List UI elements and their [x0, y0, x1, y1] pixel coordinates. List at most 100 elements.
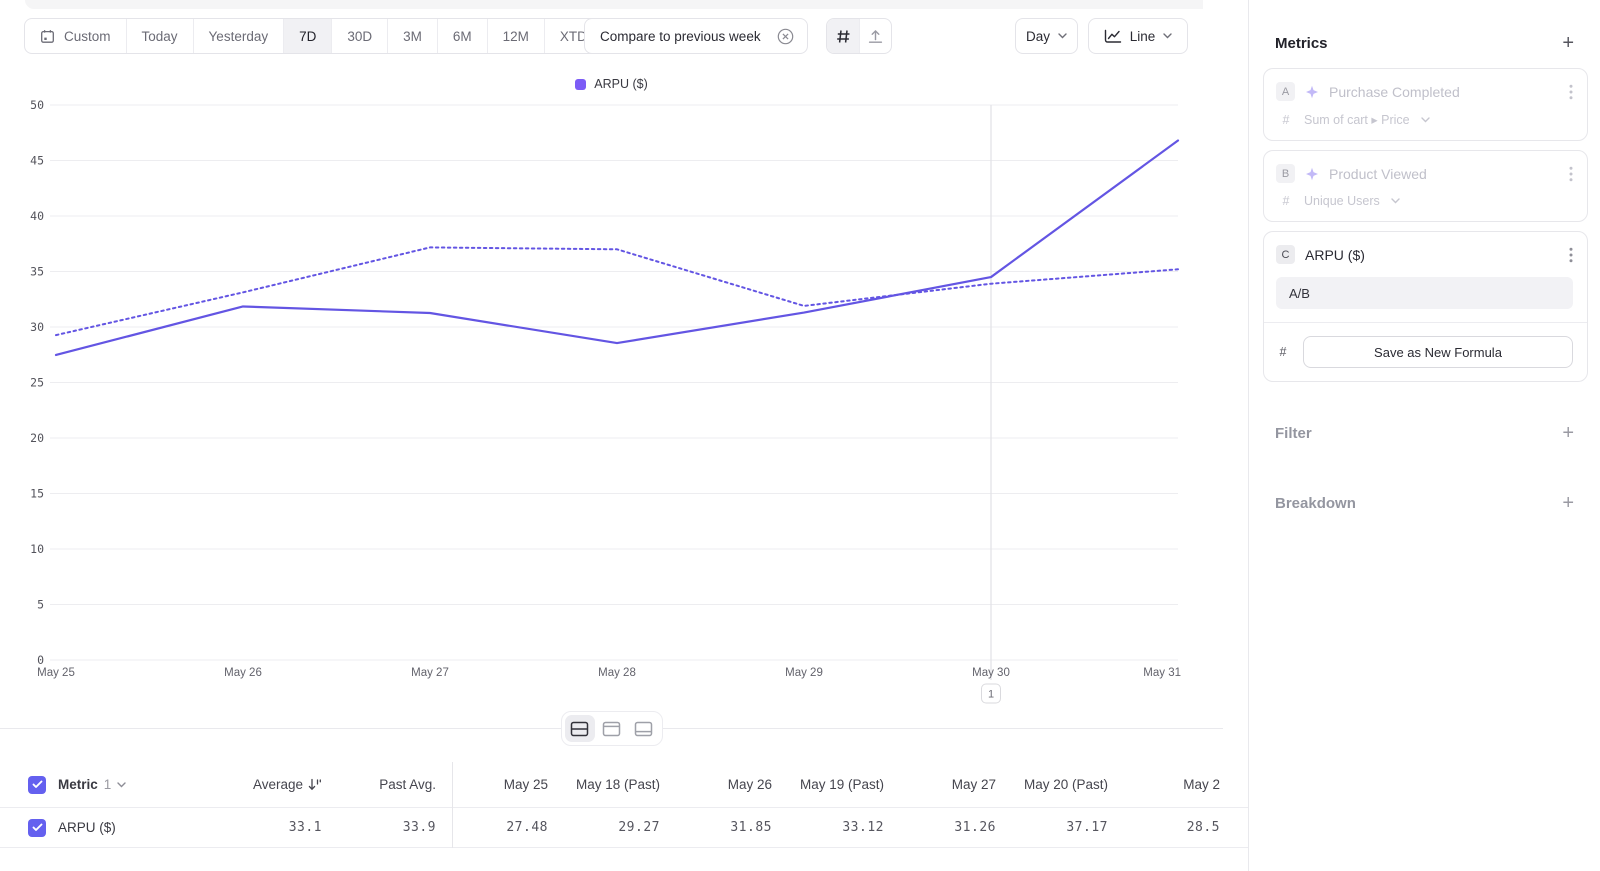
svg-text:30: 30 [30, 320, 44, 334]
metric-badge-a: A [1276, 82, 1295, 101]
event-sparkle-icon [1305, 85, 1319, 99]
column-header-may27[interactable]: May 27 [951, 777, 996, 792]
add-breakdown-button[interactable]: + [1562, 492, 1574, 514]
chart-legend: ARPU ($) [0, 77, 1223, 91]
cell-may28: 28.5 [1186, 820, 1220, 835]
svg-text:35: 35 [30, 265, 44, 279]
page-background-strip [25, 0, 1203, 9]
range-6m-button[interactable]: 6M [438, 19, 488, 53]
cell-may18-past: 29.27 [618, 820, 660, 835]
number-format-icon[interactable]: # [1279, 345, 1287, 359]
cell-may27: 31.26 [954, 820, 996, 835]
kebab-menu-icon[interactable] [1569, 84, 1573, 100]
report-main-panel: Custom Today Yesterday 7D 30D 3M 6M 12M … [0, 0, 1248, 848]
bottom-pane-view-icon [634, 721, 653, 737]
column-header-may28[interactable]: May 2 [1183, 777, 1220, 792]
chart-toolbar: Custom Today Yesterday 7D 30D 3M 6M 12M … [0, 18, 1223, 54]
metric-b-name[interactable]: Product Viewed [1329, 165, 1427, 182]
svg-text:May 30: May 30 [972, 667, 1010, 679]
compare-label: Compare to previous week [600, 28, 761, 44]
formula-input[interactable]: A/B [1276, 277, 1573, 309]
calendar-icon [40, 29, 55, 44]
table-row: ARPU ($) 33.1 33.9 27.48 29.27 31.85 33.… [0, 808, 1248, 848]
cell-may25: 27.48 [506, 820, 548, 835]
chart-type-dropdown[interactable]: Line [1088, 18, 1188, 54]
compare-to-previous-chip[interactable]: Compare to previous week [584, 18, 808, 54]
sort-descending-icon[interactable] [308, 778, 322, 791]
svg-text:50: 50 [30, 98, 44, 112]
range-custom-button[interactable]: Custom [25, 19, 127, 53]
column-header-may20-past[interactable]: May 20 (Past) [1023, 777, 1108, 792]
metric-c-name[interactable]: ARPU ($) [1305, 246, 1365, 263]
svg-text:45: 45 [30, 154, 44, 168]
metric-a-measurement-dropdown[interactable]: # Sum of cart ▸ Price [1276, 112, 1573, 127]
kebab-menu-icon[interactable] [1569, 247, 1573, 263]
svg-text:10: 10 [30, 542, 44, 556]
metric-b-measurement-dropdown[interactable]: # Unique Users [1276, 194, 1573, 208]
number-format-icon: # [1282, 112, 1290, 127]
metric-a-name[interactable]: Purchase Completed [1329, 83, 1460, 100]
column-header-may18-past[interactable]: May 18 (Past) [575, 777, 660, 792]
value-mode-segmented-control [826, 18, 892, 54]
metric-card-a: A Purchase Completed # Sum of cart ▸ Pri… [1263, 68, 1588, 141]
svg-text:40: 40 [30, 209, 44, 223]
view-toggle-wrap [0, 711, 1223, 746]
svg-text:5: 5 [37, 598, 44, 612]
filter-section-title: Filter [1275, 424, 1312, 442]
kebab-menu-icon[interactable] [1569, 166, 1573, 182]
remove-compare-icon[interactable] [777, 28, 794, 45]
layout-toggle-group [560, 711, 663, 746]
arrow-up-mode-button[interactable] [859, 19, 891, 53]
metric-badge-b: B [1276, 164, 1295, 183]
layout-table-only-button[interactable] [628, 715, 659, 742]
column-header-past-avg[interactable]: Past Avg. [379, 777, 436, 792]
range-today-button[interactable]: Today [127, 19, 194, 53]
table-column-divider [452, 762, 453, 848]
card-divider [1264, 322, 1587, 323]
cell-may26: 31.85 [730, 820, 772, 835]
arrow-up-from-line-icon [868, 29, 883, 44]
range-7d-button[interactable]: 7D [284, 19, 333, 53]
range-3m-button[interactable]: 3M [388, 19, 438, 53]
metric-header-dropdown[interactable]: Metric 1 [58, 777, 126, 792]
add-filter-button[interactable]: + [1562, 422, 1574, 444]
add-metric-button[interactable]: + [1562, 32, 1574, 54]
metric-card-b: B Product Viewed # Unique Users [1263, 150, 1588, 222]
cell-may19-past: 33.12 [842, 820, 884, 835]
cell-may20-past: 37.17 [1066, 820, 1108, 835]
metric-row-checkbox[interactable] [28, 818, 46, 837]
breakdown-table: Metric 1 Average Past Avg. May 25 May 18… [0, 762, 1248, 848]
interval-dropdown[interactable]: Day [1015, 18, 1078, 54]
hash-mode-button[interactable] [827, 19, 859, 53]
svg-text:0: 0 [37, 653, 44, 667]
svg-text:May 25: May 25 [37, 667, 75, 679]
line-chart-icon [1104, 29, 1122, 44]
hash-icon [836, 29, 851, 44]
save-as-new-formula-button[interactable]: Save as New Formula [1303, 336, 1573, 368]
layout-chart-only-button[interactable] [596, 715, 627, 742]
select-all-checkbox[interactable] [28, 775, 46, 794]
column-header-may25[interactable]: May 25 [503, 777, 548, 792]
split-view-icon [570, 721, 589, 737]
column-header-average[interactable]: Average [230, 777, 330, 792]
query-builder-sidebar: Metrics + A Purchase Completed # Sum of … [1248, 0, 1600, 871]
arpu-line-chart[interactable]: 0 5 10 15 20 25 30 35 40 45 50 May 25 May 26 May 27 Ma… [0, 96, 1223, 712]
legend-swatch [575, 78, 587, 90]
legend-label: ARPU ($) [594, 77, 648, 91]
chevron-down-icon [1058, 33, 1067, 39]
column-header-may19-past[interactable]: May 19 (Past) [799, 777, 884, 792]
chevron-down-icon [1163, 33, 1172, 39]
svg-text:1: 1 [988, 689, 994, 701]
layout-split-button[interactable] [564, 715, 595, 742]
svg-text:25: 25 [30, 376, 44, 390]
chevron-down-icon [117, 781, 126, 788]
range-30d-button[interactable]: 30D [332, 19, 389, 53]
number-format-icon: # [1282, 194, 1290, 208]
svg-text:20: 20 [30, 431, 44, 445]
column-header-may26[interactable]: May 26 [727, 777, 772, 792]
svg-text:May 28: May 28 [598, 667, 636, 679]
cell-average: 33.1 [288, 820, 322, 835]
range-yesterday-button[interactable]: Yesterday [194, 19, 285, 53]
metric-row-label: ARPU ($) [58, 820, 116, 835]
range-12m-button[interactable]: 12M [488, 19, 545, 53]
